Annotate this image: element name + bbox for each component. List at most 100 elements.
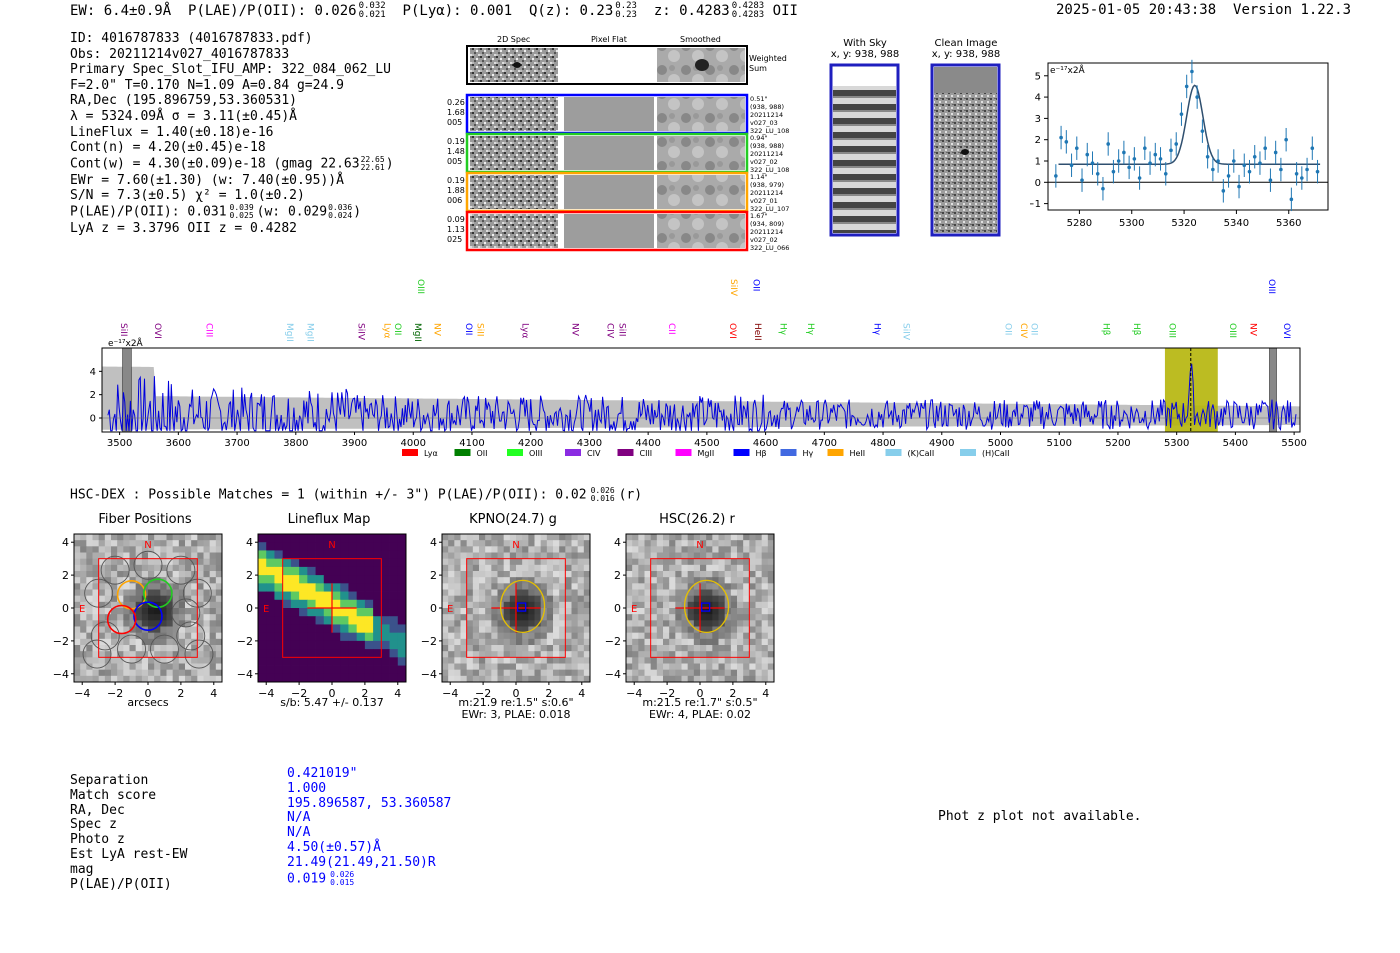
fullspec-line-label: NV <box>1248 323 1258 337</box>
match-value-separation: 0.421019" <box>287 766 358 781</box>
hsc-ytick-label: 2 <box>246 569 253 582</box>
info-plae-a-lo: 0.025 <box>229 210 254 220</box>
fullspec-line-label: CII <box>666 323 676 335</box>
info-contw: Cont(w) = 4.30(±0.09)e-18 (gmag 22.6322.… <box>70 155 394 173</box>
match-value-plae-text: 0.019 <box>287 871 327 887</box>
zoom-data-point <box>1315 169 1320 174</box>
spec2d-row-right-label: 1.14" (938, 979) 20211214 v027_01 322_LU_107 <box>750 173 789 213</box>
fullspec-line-label: Hγ <box>777 323 787 336</box>
spec2d-row-right-value: 1.67" <box>750 212 768 220</box>
header-version: Version 1.22.3 <box>1233 2 1352 18</box>
hsc-ytick-label: 0 <box>614 602 621 615</box>
info-plae-b-hi: 0.036 <box>328 202 353 212</box>
fullspec-line-label: NV <box>432 323 442 337</box>
match-label-plae: P(LAE)/P(OII) <box>70 876 172 892</box>
hsc-ytick-label: −2 <box>237 635 253 648</box>
spec2d-header-1: 2D Spec <box>497 35 531 44</box>
fullspec-line-label: SiII <box>616 323 626 337</box>
search-box <box>98 558 198 658</box>
hsc-xtick-label: 2 <box>177 687 184 700</box>
spec2d-row-right-value: v027_02 <box>750 236 778 244</box>
hsc-panel-caption: m:21.5 re:1.7" s:0.5" EWr: 4, PLAE: 0.02 <box>610 697 790 721</box>
hsc-caption-line: m:21.9 re:1.5" s:0.6" <box>458 696 574 709</box>
legend-swatch <box>617 449 634 456</box>
fiber-circle <box>166 555 196 585</box>
fiber-circle <box>100 555 130 585</box>
hsc-panel: KPNO(24.7) g N E 4 2 0 −2 −4 −4 −2 0 2 4 m:21.9 re:1.… <box>416 512 596 727</box>
fullspec-line-label: OIII <box>1167 323 1177 338</box>
zoom-data-point <box>1179 112 1184 116</box>
spec2d-row-left-value: 0.19 <box>447 137 465 146</box>
hsc-ytick-label: 2 <box>430 569 437 582</box>
spec2d-row-right-value: 322_LU_066 <box>750 244 790 252</box>
fullspec-xtick-label: 4700 <box>812 438 837 449</box>
zoom-fit-panel: 5 4 3 2 1 0 −1 5280 5300 5320 5340 5360 e⁻¹⁷x2Å <box>1026 55 1340 235</box>
fullspec-xtick-label: 3700 <box>224 438 249 449</box>
spec2d-row-right-value: (938, 979) <box>750 181 785 189</box>
hsc-ytick-label: −4 <box>421 668 437 681</box>
legend-swatch <box>454 449 471 456</box>
fullspec-line-label: SiIV <box>901 323 911 341</box>
hsc-ytick-label: 4 <box>430 536 437 549</box>
cutout-clean-title: Clean Image x, y: 938, 988 <box>921 38 1011 60</box>
spec2d-row-right-value: v027_02 <box>750 158 778 166</box>
info-contw-end: ) <box>385 156 394 172</box>
spec2d-row-left-value: 005 <box>447 118 463 127</box>
cutout-clean-image <box>930 63 1001 237</box>
info-lambda: λ = 5324.09Å σ = 3.11(±0.45)Å <box>70 108 297 124</box>
zoom-data-point <box>1069 163 1074 168</box>
spec2d-row-left-label: 0.19 1.88 006 <box>447 176 465 206</box>
cutout-clean-coords: x, y: 938, 988 <box>931 49 1001 60</box>
spec2d-row-right-label: 1.67" (934, 809) 20211214 v027_02 322_LU_066 <box>750 212 789 252</box>
fullspec-line-label: CIV <box>1018 323 1028 339</box>
spec2d-row-left-value: 005 <box>447 157 463 166</box>
match-label-photoz: Photo z <box>70 832 125 848</box>
fullspec-line-label: SiIV <box>728 279 738 297</box>
info-primary: Primary Spec_Slot_IFU_AMP: 322_084_062_L… <box>70 62 391 78</box>
north-label: N <box>328 540 335 551</box>
east-label: E <box>79 604 85 615</box>
hsc-panel-title: Fiber Positions <box>98 512 192 527</box>
fullspec-line-label: Hβ <box>1131 323 1141 336</box>
legend-label: Lyα <box>424 449 438 458</box>
fullspec-ylabel: e⁻¹⁷x2Å <box>108 337 144 349</box>
full-spectrum-chart: 3500 3600 3700 3800 3900 4000 4100 4200 4300 4400… <box>90 279 1307 458</box>
zoom-data-point <box>1200 129 1205 133</box>
match-table-values: 0.421019" 1.000 195.896587, 53.360587 N/… <box>287 766 451 887</box>
info-radec: RA,Dec (195.896759,53.360531) <box>70 93 297 109</box>
zoom-ytick-label: 0 <box>1035 178 1041 189</box>
header-z-hi: 0.4283 <box>731 1 765 11</box>
hsc-title-hi: 0.026 <box>590 486 615 495</box>
cutout-with-sky-coords: x, y: 938, 988 <box>830 49 900 60</box>
spec2d-row-right-value: 20211214 <box>750 189 784 197</box>
header-z-lo: 0.4283 <box>731 10 765 20</box>
match-table-labels: Separation Match score RA, Dec Spec z Ph… <box>70 773 187 892</box>
fullspec-xtick-label: 3800 <box>283 438 308 449</box>
hsc-ytick-label: 4 <box>614 536 621 549</box>
zoom-ylabel: e⁻¹⁷x2Å <box>1050 64 1086 76</box>
match-label-radec: RA, Dec <box>70 802 125 818</box>
info-plae-b-end: ) <box>353 204 362 220</box>
zoom-xtick-label: 5340 <box>1224 218 1249 229</box>
legend-label: OIII <box>529 449 542 458</box>
fullspec-line-label: OVI <box>727 323 737 339</box>
zoom-data-point <box>1148 161 1152 165</box>
hsc-panel-image: N E 4 2 0 −2 −4 −4 −2 0 2 4 <box>53 533 223 700</box>
hsc-ytick-label: −2 <box>421 635 437 648</box>
hsc-panel: Fiber Positions N E 4 2 0 −2 −4 −4 −2 0 2 4 arcsecs <box>48 512 228 727</box>
spec2d-row-right-value: 0.94" <box>750 134 768 142</box>
header-plae: P(LAE)/P(OII): 0.026 <box>188 3 357 19</box>
legend-swatch <box>827 449 844 456</box>
legend-swatch <box>780 449 797 456</box>
info-contw-lo: 22.61 <box>360 162 385 172</box>
info-plae-a-hi: 0.039 <box>229 202 254 212</box>
hsc-ytick-label: 0 <box>246 602 253 615</box>
photz-message: Phot z plot not available. <box>938 809 1142 824</box>
fullspec-line-label: OVI <box>152 323 162 339</box>
hsc-caption-line: EWr: 3, PLAE: 0.018 <box>461 708 571 721</box>
spec2d-row-right-value: 20211214 <box>750 111 784 119</box>
spec2d-row-left-value: 1.13 <box>447 225 465 234</box>
info-plae-b: (w: 0.029 <box>256 204 328 220</box>
cutout-clean-label: Clean Image <box>934 38 998 49</box>
east-label: E <box>447 604 453 615</box>
